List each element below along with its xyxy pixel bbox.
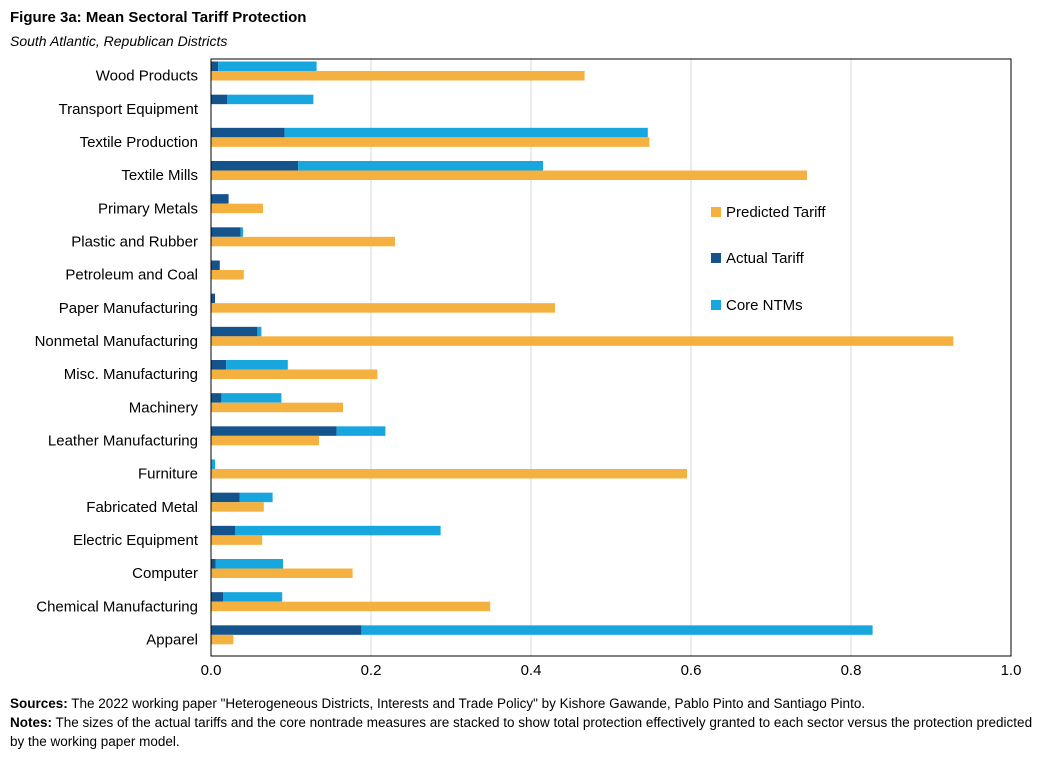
core-ntm-bar bbox=[284, 127, 648, 138]
predicted-tariff-bar bbox=[211, 336, 954, 346]
predicted-tariff-bar bbox=[211, 137, 650, 147]
x-tick-label: 0.6 bbox=[681, 662, 702, 679]
category-label: Plastic and Rubber bbox=[71, 233, 198, 250]
core-ntm-bar bbox=[257, 326, 262, 337]
actual-tariff-bar bbox=[211, 360, 227, 370]
predicted-tariff-bar bbox=[211, 502, 264, 512]
category-label: Furniture bbox=[138, 466, 198, 483]
legend-swatch bbox=[711, 253, 721, 263]
category-label: Petroleum and Coal bbox=[65, 267, 198, 284]
category-label: Transport Equipment bbox=[58, 101, 198, 118]
category-label: Computer bbox=[132, 565, 198, 582]
predicted-tariff-bar bbox=[211, 402, 343, 413]
predicted-tariff-bar bbox=[211, 236, 395, 247]
sources-text: The 2022 working paper "Heterogeneous Di… bbox=[67, 696, 866, 711]
actual-tariff-bar bbox=[211, 559, 216, 569]
sources-label: Sources: bbox=[10, 696, 68, 711]
bar-chart: 0.0 0.2 0.4 0.6 0.8 1.0 Wood Products Transport… bbox=[35, 58, 1022, 679]
category-label: Machinery bbox=[129, 399, 199, 416]
predicted-tariff-bar bbox=[211, 203, 263, 214]
footer-notes: Sources: The 2022 working paper "Heterog… bbox=[10, 694, 1035, 751]
predicted-tariff-bar bbox=[211, 270, 244, 280]
category-label: Nonmetal Manufacturing bbox=[35, 333, 198, 350]
actual-tariff-bar bbox=[211, 161, 299, 171]
x-tick-label: 0.8 bbox=[841, 662, 862, 679]
chart-subtitle: South Atlantic, Republican Districts bbox=[10, 33, 228, 49]
core-ntm-bar bbox=[298, 161, 543, 171]
plot-frame bbox=[210, 58, 1012, 657]
sources-line: Sources: The 2022 working paper "Heterog… bbox=[10, 694, 1035, 713]
actual-tariff-bar bbox=[211, 492, 240, 503]
chart-title: Figure 3a: Mean Sectoral Tariff Protecti… bbox=[10, 9, 307, 26]
category-label: Primary Metals bbox=[98, 200, 198, 217]
predicted-tariff-bar bbox=[211, 170, 807, 180]
category-label: Apparel bbox=[146, 631, 198, 648]
core-ntm-bar bbox=[336, 426, 386, 436]
notes-text: The sizes of the actual tariffs and the … bbox=[10, 715, 1033, 749]
notes-line: Notes: The sizes of the actual tariffs a… bbox=[10, 713, 1035, 751]
actual-tariff-bar bbox=[211, 127, 285, 138]
core-ntm-bar bbox=[239, 492, 273, 503]
predicted-tariff-bar bbox=[211, 535, 263, 545]
category-label: Paper Manufacturing bbox=[59, 300, 198, 317]
legend-label: Core NTMs bbox=[726, 297, 803, 314]
core-ntm-bar bbox=[223, 592, 283, 602]
core-ntm-bar bbox=[227, 94, 314, 105]
actual-tariff-bar bbox=[211, 94, 227, 105]
actual-tariff-bar bbox=[211, 592, 223, 602]
actual-tariff-bar bbox=[211, 393, 222, 403]
actual-tariff-bar bbox=[211, 260, 220, 270]
actual-tariff-bar bbox=[211, 426, 337, 436]
actual-tariff-bar bbox=[211, 525, 235, 536]
actual-tariff-bar bbox=[211, 194, 229, 204]
core-ntm-bar bbox=[361, 625, 873, 635]
legend-label: Actual Tariff bbox=[726, 250, 805, 267]
predicted-tariff-bar bbox=[211, 601, 491, 612]
category-label: Electric Equipment bbox=[73, 532, 199, 549]
category-label: Leather Manufacturing bbox=[48, 432, 198, 449]
core-ntm-bar bbox=[226, 360, 288, 370]
category-label: Textile Mills bbox=[121, 167, 198, 184]
predicted-tariff-bar bbox=[211, 435, 319, 446]
actual-tariff-bar bbox=[211, 293, 215, 304]
predicted-tariff-bar bbox=[211, 71, 585, 81]
x-tick-label: 0.0 bbox=[201, 662, 222, 679]
category-label: Fabricated Metal bbox=[86, 499, 198, 516]
category-label: Textile Production bbox=[80, 134, 198, 151]
x-tick-label: 0.4 bbox=[521, 662, 542, 679]
predicted-tariff-bar bbox=[211, 469, 687, 479]
core-ntm-bar bbox=[215, 559, 283, 569]
category-label: Wood Products bbox=[96, 68, 198, 85]
legend-swatch bbox=[711, 300, 721, 310]
notes-label: Notes: bbox=[10, 715, 53, 730]
legend-swatch bbox=[711, 207, 721, 217]
core-ntm-bar bbox=[221, 393, 282, 403]
legend-label: Predicted Tariff bbox=[726, 204, 826, 221]
actual-tariff-bar bbox=[211, 326, 258, 337]
core-ntm-bar bbox=[235, 525, 441, 536]
predicted-tariff-bar bbox=[211, 303, 555, 313]
x-tick-label: 1.0 bbox=[1001, 662, 1022, 679]
predicted-tariff-bar bbox=[211, 369, 378, 379]
actual-tariff-bar bbox=[211, 61, 219, 71]
core-ntm-bar bbox=[240, 227, 243, 237]
category-label: Chemical Manufacturing bbox=[36, 598, 198, 615]
predicted-tariff-bar bbox=[211, 568, 353, 578]
core-ntm-bar bbox=[218, 61, 317, 71]
x-tick-label: 0.2 bbox=[361, 662, 382, 679]
actual-tariff-bar bbox=[211, 625, 362, 635]
actual-tariff-bar bbox=[211, 227, 241, 237]
core-ntm-bar bbox=[211, 459, 215, 469]
category-label: Misc. Manufacturing bbox=[64, 366, 198, 383]
predicted-tariff-bar bbox=[211, 634, 234, 645]
